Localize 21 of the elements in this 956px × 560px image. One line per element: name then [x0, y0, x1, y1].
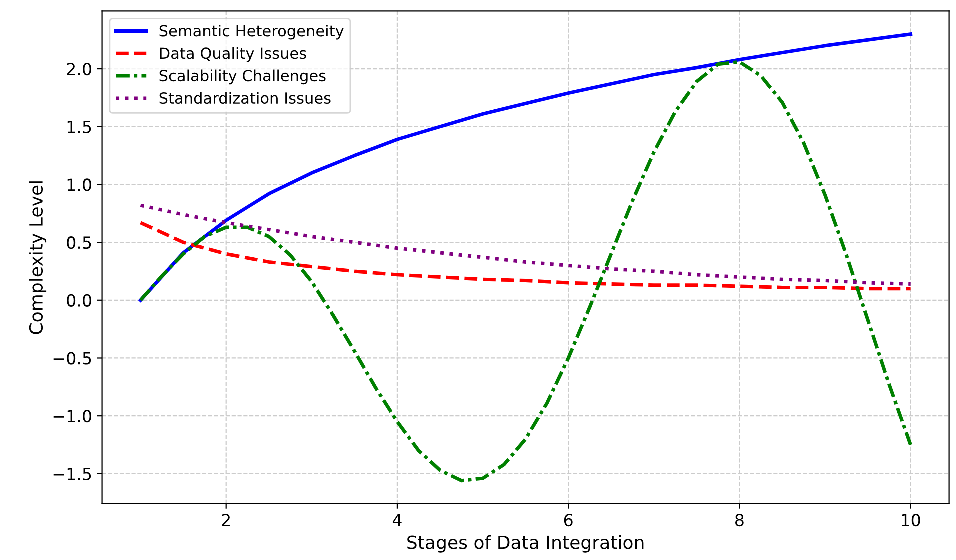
- y-tick-label: 1.5: [68, 121, 92, 134]
- x-axis-title: Stages of Data Integration: [408, 535, 644, 553]
- legend-label: Standardization Issues: [160, 92, 331, 104]
- y-tick-label: −1.5: [54, 468, 92, 480]
- x-tick-label: 6: [564, 514, 573, 527]
- y-tick-label: 0.5: [67, 236, 92, 250]
- y-axis-title: Complexity Level: [29, 182, 47, 334]
- legend-label: Data Quality Issues: [160, 47, 306, 62]
- x-tick-label: 10: [902, 514, 920, 527]
- x-tick-label: 2: [222, 514, 230, 526]
- x-tick-label: 8: [736, 514, 744, 527]
- line-series: [139, 204, 913, 286]
- y-tick-label: −0.5: [54, 352, 92, 365]
- y-tick-label: 1.0: [68, 178, 92, 192]
- x-tick-label: 4: [392, 514, 402, 526]
- y-tick-label: 2.0: [67, 63, 92, 76]
- legend-label: Scalability Challenges: [160, 70, 326, 85]
- y-tick-label: −1.0: [54, 410, 92, 423]
- legend-label: Semantic Heterogeneity: [160, 24, 344, 40]
- y-tick-label: 0.0: [67, 294, 92, 307]
- line-series: [139, 221, 913, 291]
